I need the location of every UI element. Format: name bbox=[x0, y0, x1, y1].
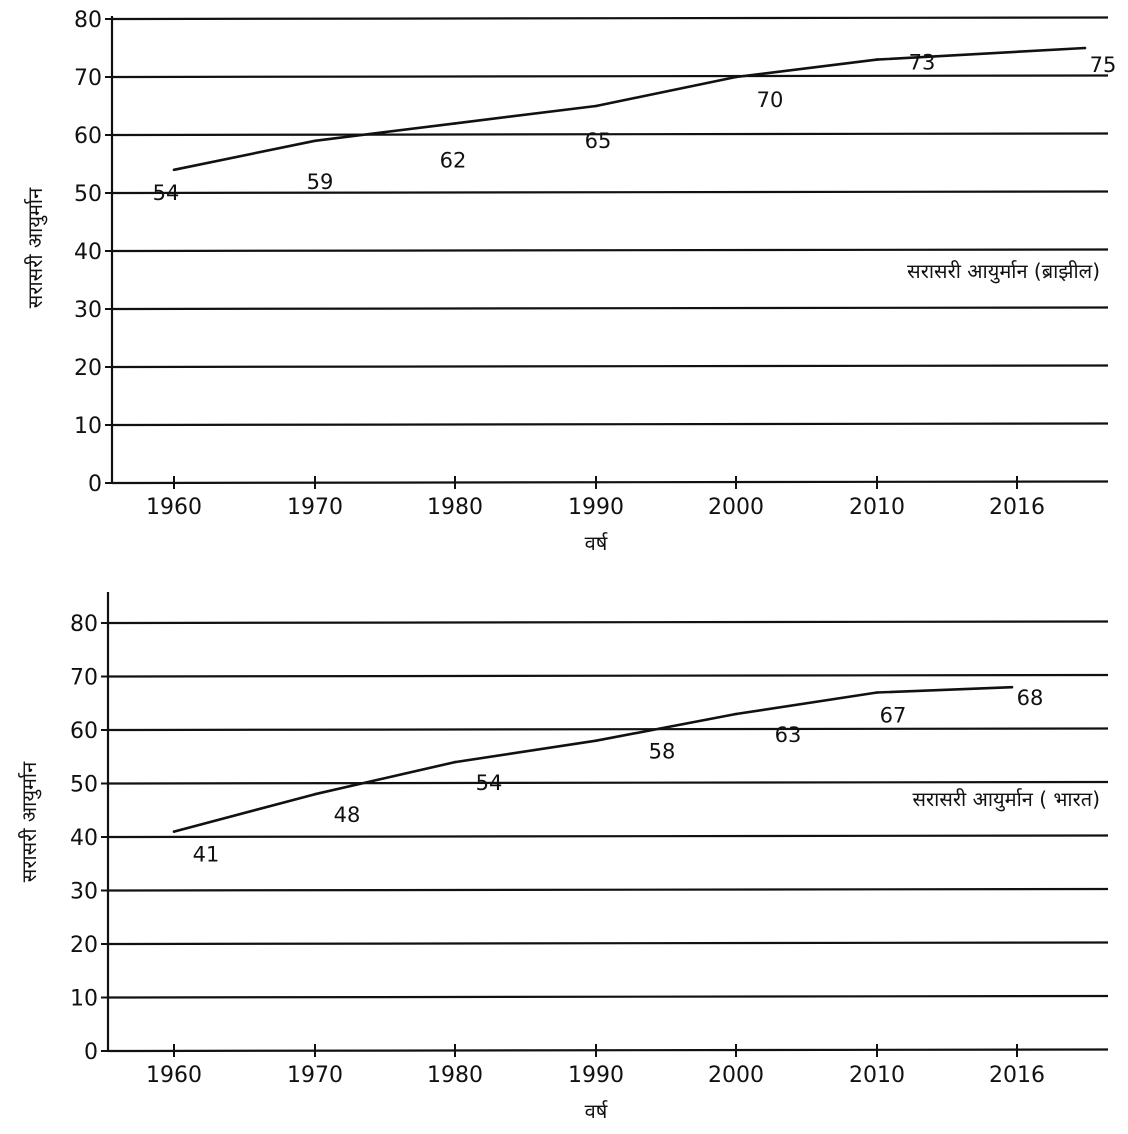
chart-panel-1: 0 10 20 30 40 50 60 70 80 1960 1970 1980 1990 2000 201… bbox=[23, 8, 1116, 555]
data-label: 54 bbox=[153, 181, 180, 205]
data-point bbox=[734, 712, 738, 716]
y-tick-label: 20 bbox=[70, 933, 98, 958]
data-point bbox=[734, 75, 738, 79]
data-point bbox=[1010, 685, 1014, 689]
x-tick-label: 1970 bbox=[287, 495, 343, 520]
data-point bbox=[313, 139, 317, 143]
y-axis-title: सरासरी आयुर्मान bbox=[23, 187, 48, 308]
x-tick-label: 2000 bbox=[708, 495, 764, 520]
gridline bbox=[111, 248, 1109, 253]
data-label: 65 bbox=[585, 129, 612, 153]
data-label: 59 bbox=[307, 170, 334, 194]
y-tick-label: 40 bbox=[70, 826, 98, 851]
y-axis-title: सरासरी आयुर्मान bbox=[17, 761, 42, 882]
x-tick-label: 1980 bbox=[427, 495, 483, 520]
series-line bbox=[173, 46, 1086, 172]
y-tick-label: 70 bbox=[70, 666, 98, 691]
x-tick-label: 2000 bbox=[708, 1063, 764, 1088]
gridline bbox=[107, 780, 1109, 785]
gridline bbox=[107, 727, 1109, 732]
data-point bbox=[453, 760, 457, 764]
gridline bbox=[111, 16, 1109, 21]
y-tick-label: 10 bbox=[74, 414, 102, 439]
series-annotation: सरासरी आयुर्मान ( भारत) bbox=[912, 787, 1100, 812]
y-tick-label: 50 bbox=[70, 773, 98, 798]
data-point bbox=[594, 739, 598, 742]
x-axis bbox=[111, 480, 1109, 485]
gridline bbox=[111, 74, 1109, 79]
data-point bbox=[313, 792, 317, 796]
x-tick-label: 1960 bbox=[146, 1063, 202, 1088]
x-tick-label: 1970 bbox=[287, 1063, 343, 1088]
data-label: 67 bbox=[880, 704, 907, 728]
x-axis bbox=[107, 1048, 1109, 1053]
y-tick-label: 50 bbox=[74, 182, 102, 207]
x-tick-label: 1980 bbox=[427, 1063, 483, 1088]
x-tick-label: 2016 bbox=[989, 495, 1045, 520]
gridline bbox=[111, 132, 1109, 137]
data-label: 41 bbox=[193, 843, 220, 867]
data-point bbox=[172, 168, 176, 172]
x-tick-label: 1990 bbox=[568, 495, 624, 520]
y-tick-label: 60 bbox=[70, 719, 98, 744]
data-label: 54 bbox=[476, 771, 503, 795]
y-tick-label: 20 bbox=[74, 356, 102, 381]
y-tick-label: 80 bbox=[74, 8, 102, 33]
y-tick-label: 80 bbox=[70, 612, 98, 637]
gridline bbox=[107, 620, 1109, 625]
y-tick-label: 30 bbox=[74, 298, 102, 323]
gridline bbox=[107, 673, 1109, 678]
y-tick-label: 70 bbox=[74, 66, 102, 91]
gridline bbox=[107, 834, 1109, 839]
data-label: 68 bbox=[1017, 686, 1044, 710]
data-point bbox=[594, 104, 598, 108]
data-label: 63 bbox=[775, 723, 802, 747]
x-axis-title: वर्ष bbox=[585, 531, 609, 555]
gridline bbox=[107, 941, 1109, 946]
y-tick-label: 0 bbox=[88, 472, 102, 497]
data-label: 73 bbox=[909, 51, 936, 75]
series-annotation: सरासरी आयुर्मान (ब्राझील) bbox=[907, 259, 1100, 284]
y-tick-label: 0 bbox=[84, 1040, 98, 1065]
y-tick-label: 60 bbox=[74, 124, 102, 149]
gridline bbox=[107, 994, 1109, 999]
data-point bbox=[453, 122, 457, 125]
data-label: 58 bbox=[649, 740, 676, 764]
x-tick-label: 1960 bbox=[146, 495, 202, 520]
chart-panel-2: 0 10 20 30 40 50 60 70 80 1960 1970 1980 1990 2000 201… bbox=[17, 592, 1109, 1123]
gridline bbox=[107, 887, 1109, 892]
y-tick-label: 30 bbox=[70, 880, 98, 905]
data-label: 75 bbox=[1090, 53, 1117, 77]
data-point bbox=[875, 691, 879, 694]
data-label: 48 bbox=[334, 803, 361, 827]
data-label: 70 bbox=[757, 88, 784, 112]
x-tick-label: 2010 bbox=[849, 1063, 905, 1088]
x-tick-label: 2010 bbox=[849, 495, 905, 520]
x-axis-title: वर्ष bbox=[585, 1099, 609, 1123]
x-tick-label: 2016 bbox=[989, 1063, 1045, 1088]
x-tick-label: 1990 bbox=[568, 1063, 624, 1088]
data-point bbox=[875, 58, 879, 61]
gridline bbox=[111, 306, 1109, 311]
data-point bbox=[172, 830, 176, 833]
data-point bbox=[1083, 46, 1087, 50]
y-tick-label: 40 bbox=[74, 240, 102, 265]
gridline bbox=[111, 422, 1109, 427]
data-label: 62 bbox=[440, 148, 467, 172]
gridline bbox=[111, 364, 1109, 369]
gridline bbox=[111, 190, 1109, 195]
y-tick-label: 10 bbox=[70, 987, 98, 1012]
